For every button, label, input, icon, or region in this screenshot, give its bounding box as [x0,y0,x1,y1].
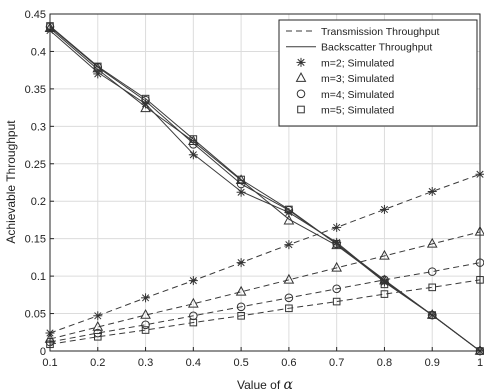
backscatter-point-m5 [141,94,150,103]
x-tick-label: 0.3 [138,357,153,369]
x-axis-title-symbol: α [284,377,294,392]
y-tick-label: 0.4 [31,46,46,58]
transmission-line-m4 [49,262,481,343]
transmission-point-m4 [427,267,437,276]
y-tick-label: 0.1 [31,271,46,283]
x-tick-label: 0.9 [425,357,440,369]
transmission-point-m2 [427,186,437,196]
backscatter-point-m3 [92,62,104,73]
y-tick-label: 0 [40,346,46,358]
series-lines [49,25,481,352]
x-axis-title: Value of α [237,377,293,392]
backscatter-line-m5 [49,25,481,352]
backscatter-line-m4 [49,26,481,352]
transmission-point-m5 [237,312,245,320]
transmission-point-m2 [284,240,294,250]
backscatter-point-m2 [188,150,198,160]
legend-triangle-marker-icon [295,72,307,82]
transmission-point-m3 [235,285,247,296]
x-tick-label: 0.7 [329,357,344,369]
y-tick-label: 0.2 [31,196,46,208]
legend-label: m=5; Simulated [321,105,394,117]
transmission-point-m4 [236,302,246,312]
backscatter-point-m2 [236,187,246,197]
backscatter-point-m4 [141,95,150,105]
y-tick-label: 0.05 [25,309,46,321]
legend-star-marker-icon [296,57,306,67]
series-markers [44,22,484,356]
legend-box [278,19,478,127]
transmission-point-m5 [189,318,198,327]
backscatter-point-m5 [93,62,102,71]
transmission-point-m5 [93,332,102,341]
y-tick-label: 0.35 [25,84,46,96]
x-tick-label: 0.4 [186,357,201,369]
legend-label: Transmission Throughput [321,26,440,38]
transmission-point-m2 [236,258,246,268]
y-tick-label: 0.25 [25,159,46,171]
backscatter-point-m3 [187,135,199,146]
backscatter-point-m5 [237,175,245,184]
backscatter-point-m3 [140,102,151,113]
backscatter-point-m5 [189,135,198,143]
axis-ticks: 0.1 0.2 0.3 0.4 0.5 0.6 0.7 0.8 0.9 1 0 0.05 0.1 0.15… [25,9,483,369]
transmission-point-m2 [332,222,342,232]
x-axis-title-text: Value of [237,378,283,392]
x-tick-label: 0.5 [233,357,248,369]
transmission-point-m3 [283,273,295,284]
backscatter-point-m3 [331,239,343,250]
backscatter-point-m4 [380,275,389,285]
backscatter-point-m5 [380,280,389,289]
y-tick-label: 0.3 [31,121,46,133]
transmission-point-m3 [187,297,199,308]
legend-circle-marker-icon [296,89,306,99]
legend-square-marker-icon [297,105,305,114]
backscatter-point-m5 [332,240,341,248]
transmission-point-m5 [428,283,437,292]
y-tick-label: 0.45 [25,9,46,21]
transmission-line-m2 [49,173,481,334]
transmission-point-m5 [332,297,341,306]
backscatter-point-m3 [235,174,247,185]
transmission-point-m3 [426,237,438,248]
transmission-point-m4 [332,284,341,294]
transmission-point-m5 [141,326,150,334]
legend: Transmission Throughput Backscatter Throu… [278,19,478,127]
backscatter-point-m5 [428,311,437,319]
backscatter-point-m5 [285,205,293,214]
backscatter-point-m3 [283,214,295,225]
backscatter-point-m4 [189,140,198,149]
legend-label: Backscatter Throughput [321,42,432,54]
x-tick-label: 0.1 [42,357,57,369]
y-tick-label: 0.15 [25,234,46,246]
legend-label: m=2; Simulated [321,57,394,69]
transmission-line-m3 [49,231,481,340]
transmission-point-m5 [380,290,389,298]
transmission-point-m3 [379,249,390,260]
transmission-point-m3 [331,261,343,272]
transmission-point-m5 [285,304,293,313]
x-tick-label: 0.6 [281,357,296,369]
transmission-line-m5 [49,279,481,345]
x-tick-label: 0.2 [90,357,105,369]
legend-label: m=4; Simulated [321,89,394,101]
y-axis-title: Achievable Throughput [4,120,18,244]
backscatter-point-m4 [236,179,246,189]
transmission-point-m4 [284,293,294,303]
plot-frame [49,13,481,352]
x-tick-label: 0.8 [377,357,392,369]
transmission-point-m2 [188,276,198,286]
transmission-point-m3 [140,309,151,319]
transmission-point-m2 [141,293,151,303]
transmission-point-m2 [93,311,103,321]
transmission-point-m2 [379,204,389,214]
x-tick-label: 1 [477,357,483,369]
legend-label: m=3; Simulated [321,73,394,85]
transmission-point-m3 [92,320,104,331]
transmission-point-m4 [141,320,150,330]
